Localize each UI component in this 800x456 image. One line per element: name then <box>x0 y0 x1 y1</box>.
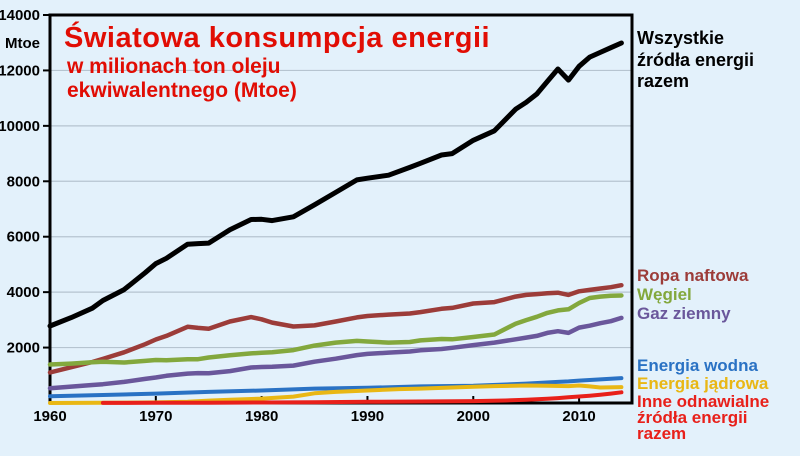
y-tick-label-14000: 14000 <box>0 7 40 24</box>
y-axis-unit-label: Mtoe <box>5 35 40 52</box>
y-tick-label-6000: 6000 <box>7 229 40 246</box>
y-tick-label-12000: 12000 <box>0 62 40 79</box>
y-tick-label-4000: 4000 <box>7 284 40 301</box>
x-tick-label-2010: 2010 <box>562 408 595 425</box>
x-tick-label-1990: 1990 <box>351 408 384 425</box>
y-tick-label-8000: 8000 <box>7 173 40 190</box>
legend-label-hydro: Energia wodna <box>637 356 758 375</box>
series-line-coal <box>47 293 624 367</box>
legend-label-other-renewables: Inne odnawialne źródła energii razem <box>637 392 770 444</box>
x-tick-label-1960: 1960 <box>33 408 66 425</box>
series-line-other-renewables <box>100 390 624 405</box>
legend-label-oil: Ropa naftowa <box>637 266 749 285</box>
y-tick-label-10000: 10000 <box>0 118 40 135</box>
series-line-oil <box>47 282 624 375</box>
x-tick-label-2000: 2000 <box>457 408 490 425</box>
x-tick-label-1980: 1980 <box>245 408 278 425</box>
x-tick-label-1970: 1970 <box>139 408 172 425</box>
legend-label-nuclear: Energia jądrowa <box>637 374 769 393</box>
y-tick-label-2000: 2000 <box>7 340 40 357</box>
legend-label-total: Wszystkie źródła energii razem <box>637 28 755 92</box>
legend: Wszystkie źródła energii razem Ropa naftowa… <box>637 0 800 456</box>
series-line-total <box>47 40 624 329</box>
series-line-gas <box>47 315 624 391</box>
plot-frame <box>48 13 634 405</box>
legend-label-gas: Gaz ziemny <box>637 304 731 323</box>
legend-label-coal: Węgiel <box>637 285 692 304</box>
series-line-hydro <box>48 376 624 399</box>
